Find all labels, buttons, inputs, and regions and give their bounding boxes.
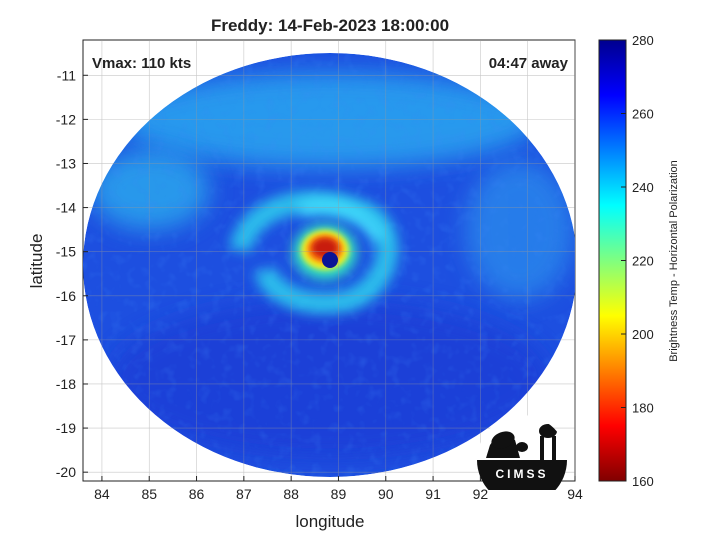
x-tick-label: 89 xyxy=(331,486,347,502)
cimss-logo-text: CIMSS xyxy=(495,467,548,481)
colorbar-tick-label: 200 xyxy=(632,327,654,342)
storm-eye xyxy=(322,252,338,268)
y-tick-label: -15 xyxy=(56,244,76,260)
y-tick-label: -20 xyxy=(56,464,76,480)
y-axis-label: latitude xyxy=(27,234,46,289)
colorbar-tick-label: 280 xyxy=(632,33,654,48)
y-tick-label: -17 xyxy=(56,332,76,348)
colorbar-label: Brightness Temp - Horizontal Polarizatio… xyxy=(668,160,680,362)
y-tick-label: -13 xyxy=(56,155,76,171)
vmax-label: Vmax: 110 kts xyxy=(92,55,191,72)
colorbar-tick-label: 220 xyxy=(632,254,654,269)
y-axis: -11 -12 -13 -14 -15 -16 -17 -18 -19 -20 xyxy=(56,67,88,480)
x-tick-label: 90 xyxy=(378,486,394,502)
colorbar-tick-label: 160 xyxy=(632,474,654,489)
colorbar-ticks: 280 260 240 220 200 180 160 xyxy=(621,33,654,489)
y-tick-label: -18 xyxy=(56,376,76,392)
colorbar-tick-label: 260 xyxy=(632,107,654,122)
x-tick-label: 91 xyxy=(425,486,441,502)
colorbar-tick-label: 240 xyxy=(632,180,654,195)
x-tick-label: 84 xyxy=(94,486,110,502)
y-tick-label: -11 xyxy=(57,67,76,83)
x-tick-label: 86 xyxy=(189,486,205,502)
x-tick-label: 88 xyxy=(283,486,299,502)
y-tick-label: -14 xyxy=(56,200,76,216)
x-tick-label: 92 xyxy=(473,486,489,502)
time-away-label: 04:47 away xyxy=(489,55,569,72)
colorbar-tick-label: 180 xyxy=(632,401,654,416)
y-tick-label: -19 xyxy=(56,420,76,436)
cimss-logo: CIMSS xyxy=(477,415,567,505)
y-tick-label: -16 xyxy=(56,288,76,304)
microwave-swath xyxy=(83,53,575,477)
spiral-band xyxy=(229,190,399,315)
x-tick-label: 87 xyxy=(236,486,252,502)
x-tick-label: 85 xyxy=(141,486,157,502)
x-tick-label: 94 xyxy=(567,486,583,502)
y-tick-label: -12 xyxy=(56,111,76,127)
chart-title: Freddy: 14-Feb-2023 18:00:00 xyxy=(211,16,449,35)
x-axis-label: longitude xyxy=(295,512,364,531)
